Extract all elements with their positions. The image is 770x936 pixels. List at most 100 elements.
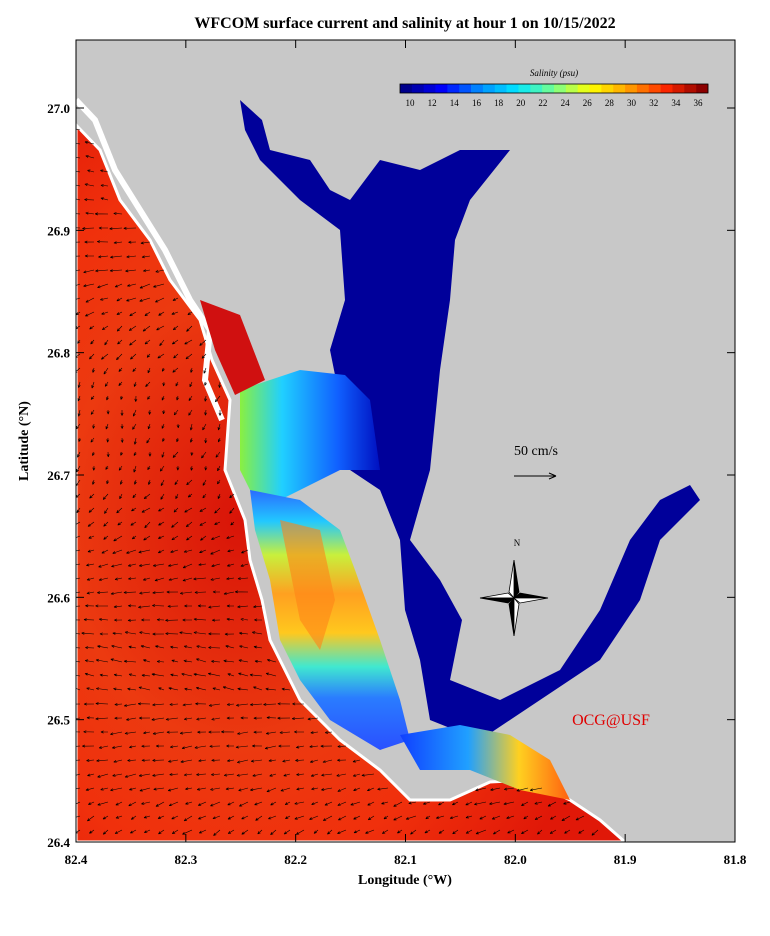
y-tick-label: 26.8 <box>47 346 70 361</box>
current-arrow <box>185 801 193 805</box>
current-arrow <box>112 631 123 635</box>
compass <box>479 559 549 637</box>
current-arrow <box>204 465 208 471</box>
colorbar-segment <box>530 84 543 93</box>
current-arrow <box>382 829 389 834</box>
current-arrow <box>147 465 151 470</box>
current-arrow <box>139 787 151 792</box>
current-arrow <box>173 353 179 359</box>
current-arrow <box>383 815 389 820</box>
current-arrow <box>210 801 221 807</box>
current-arrow <box>76 241 81 243</box>
current-arrow <box>84 141 95 145</box>
current-arrow <box>111 745 123 749</box>
current-arrow <box>168 687 179 691</box>
current-arrow <box>109 227 123 231</box>
current-arrow <box>268 815 277 820</box>
current-arrow <box>89 353 95 360</box>
current-arrow <box>160 493 165 500</box>
current-arrow <box>171 339 179 345</box>
current-arrow <box>92 479 95 485</box>
current-arrow <box>307 717 319 721</box>
current-arrow <box>110 255 123 259</box>
current-arrow <box>188 395 193 401</box>
current-arrow <box>238 787 249 792</box>
current-arrow <box>141 507 151 513</box>
current-arrow <box>465 801 473 806</box>
colorbar-segment <box>672 84 685 93</box>
current-arrow <box>183 815 193 822</box>
colorbar-segment <box>423 84 436 93</box>
current-arrow <box>77 409 81 417</box>
current-arrow <box>506 815 515 819</box>
current-arrow <box>133 381 137 387</box>
current-arrow <box>155 297 165 303</box>
current-arrow <box>211 773 221 776</box>
current-arrow <box>128 604 137 608</box>
current-arrow <box>137 702 151 706</box>
current-arrow <box>185 353 193 360</box>
colorbar-segment <box>506 84 519 93</box>
current-arrow <box>76 633 81 635</box>
current-arrow <box>410 829 417 835</box>
current-arrow <box>85 297 95 303</box>
current-arrow <box>115 815 123 819</box>
current-arrow <box>98 255 109 259</box>
current-arrow <box>327 829 333 835</box>
current-arrow <box>239 645 249 649</box>
current-arrow <box>132 423 137 430</box>
colorbar-segment <box>696 84 709 93</box>
current-arrow <box>111 563 123 568</box>
current-arrow <box>236 773 249 777</box>
current-arrow <box>96 687 109 691</box>
current-arrow <box>130 353 137 360</box>
current-arrow <box>100 787 109 791</box>
y-tick-label: 26.6 <box>47 590 70 605</box>
current-arrow <box>176 395 179 401</box>
current-arrow <box>127 687 137 691</box>
current-arrow <box>171 535 179 541</box>
current-arrow <box>186 535 193 541</box>
current-arrow <box>95 604 109 608</box>
current-arrow <box>198 815 207 820</box>
current-arrow <box>131 507 137 512</box>
current-arrow <box>134 395 138 402</box>
current-arrow <box>438 829 445 834</box>
current-arrow <box>76 563 81 565</box>
current-arrow <box>227 673 235 677</box>
current-arrow <box>176 465 180 471</box>
current-arrow <box>253 686 263 691</box>
current-arrow <box>116 297 123 302</box>
current-arrow <box>170 673 179 677</box>
current-arrow <box>130 829 137 834</box>
current-arrow <box>547 801 557 807</box>
current-arrow <box>76 255 81 257</box>
current-arrow <box>165 618 179 622</box>
current-arrow <box>117 521 123 526</box>
current-arrow <box>465 829 473 834</box>
current-arrow <box>227 829 235 834</box>
current-arrow <box>239 801 249 807</box>
current-arrow <box>181 745 193 750</box>
colorbar-segment <box>400 84 413 93</box>
current-arrow <box>475 829 487 835</box>
current-arrow <box>175 493 179 499</box>
current-arrow <box>139 716 151 720</box>
current-arrow <box>516 787 529 792</box>
current-arrow <box>101 353 109 360</box>
current-arrow <box>283 773 291 777</box>
current-arrow <box>124 731 137 735</box>
colorbar-segment <box>554 84 567 93</box>
current-arrow <box>181 672 193 677</box>
current-arrow <box>199 521 207 526</box>
current-arrow <box>144 829 151 833</box>
current-arrow <box>193 673 207 677</box>
current-arrow <box>84 659 95 663</box>
current-arrow <box>98 745 109 749</box>
current-arrow <box>269 773 277 777</box>
title: WFCOM surface current and salinity at ho… <box>194 15 615 32</box>
current-arrow <box>159 339 165 347</box>
current-arrow <box>229 493 235 499</box>
current-arrow <box>100 197 109 201</box>
colorbar-segment <box>459 84 472 93</box>
